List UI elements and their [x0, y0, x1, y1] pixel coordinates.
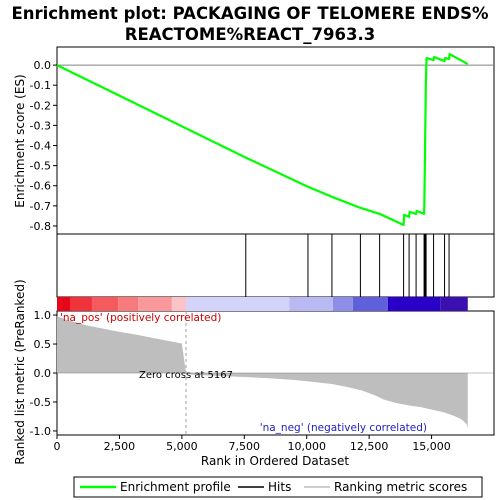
x-tick-label: 5,000 [166, 440, 198, 453]
legend-frame [73, 476, 483, 498]
x-tick-label: 7,500 [229, 440, 261, 453]
es-y-tick-label: -0.3 [30, 119, 51, 132]
color-bar-segment [91, 297, 119, 311]
color-bar-segment [138, 297, 172, 311]
x-tick-label: 10,000 [287, 440, 326, 453]
metric-panel: 1.0 0.5 0.0 -0.5 -1.0 Zero cross at 5167 'na_p… [30, 309, 494, 438]
legend-hits-label: Hits [268, 480, 291, 494]
metric-y-axis-label: Ranked list metric (PreRanked) [13, 279, 27, 464]
color-bar-segment [70, 297, 92, 311]
metric-y-tick-label: 0.5 [34, 338, 52, 351]
x-axis: 0 2,500 5,000 7,500 10,000 12,500 15,000 [54, 435, 451, 453]
color-bar-segment [171, 297, 187, 311]
color-bar-segment [289, 297, 333, 311]
color-bar-segment [118, 297, 139, 311]
es-y-tick-label: -0.2 [30, 99, 51, 112]
zero-cross-label: Zero cross at 5167 [139, 370, 233, 381]
chart-title-line-1: Enrichment plot: PACKAGING OF TELOMERE E… [11, 4, 489, 23]
ranking-metric-area [57, 316, 468, 429]
es-y-tick-label: -0.5 [30, 160, 51, 173]
color-bar-segment [440, 297, 468, 311]
color-bar-segment [186, 297, 290, 311]
es-y-tick-label: -0.4 [30, 140, 51, 153]
legend-enrichment-label: Enrichment profile [120, 480, 231, 494]
es-y-axis-label: Enrichment score (ES) [13, 74, 27, 207]
x-tick-label: 15,000 [412, 440, 451, 453]
es-panel: 0.0 -0.1 -0.2 -0.3 -0.4 -0.5 -0.6 -0.7 -0.8 [30, 52, 494, 233]
hits-panel [245, 234, 450, 297]
es-y-tick-label: -0.1 [30, 79, 51, 92]
es-y-tick-label: -0.7 [30, 200, 51, 213]
negative-correlation-label: 'na_neg' (negatively correlated) [260, 422, 427, 434]
rank-color-bar [57, 297, 468, 311]
color-bar-segment [57, 297, 71, 311]
legend-metric-label: Ranking metric scores [334, 480, 467, 494]
legend: Enrichment profile Hits Ranking metric s… [73, 476, 483, 498]
es-y-tick-label: -0.6 [30, 180, 51, 193]
color-bar-segment [332, 297, 353, 311]
x-tick-label: 2,500 [104, 440, 136, 453]
metric-y-tick-label: 1.0 [34, 309, 52, 322]
metric-y-tick-label: -1.0 [30, 425, 51, 438]
x-tick-label: 12,500 [350, 440, 389, 453]
color-bar-segment [352, 297, 388, 311]
metric-y-tick-label: -0.5 [30, 396, 51, 409]
enrichment-profile-line [56, 52, 469, 227]
es-y-tick-label: 0.0 [34, 59, 52, 72]
x-axis-label: Rank in Ordered Dataset [201, 454, 349, 468]
color-bar-segment [387, 297, 441, 311]
x-tick-label: 0 [54, 440, 61, 453]
chart-title-line-2: REACTOME%REACT_7963.3 [125, 25, 375, 44]
metric-y-tick-label: 0.0 [34, 367, 52, 380]
positive-correlation-label: 'na_pos' (positively correlated) [60, 312, 221, 324]
es-y-tick-label: -0.8 [30, 220, 51, 233]
